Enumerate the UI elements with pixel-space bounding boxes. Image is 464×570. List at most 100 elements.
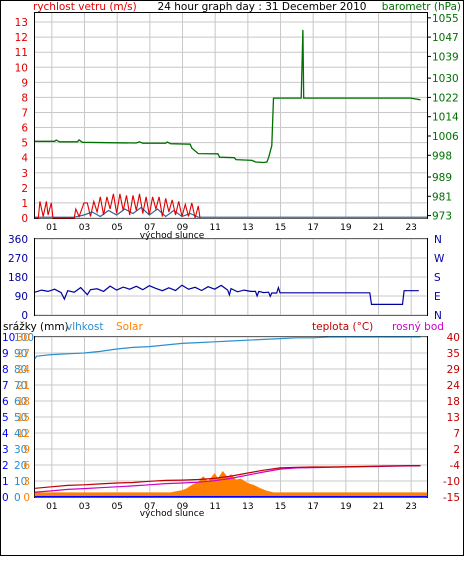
direction-tick-label: 180 [8,272,28,284]
compass-tick-label: N [434,234,442,246]
temperature-tick-label: -15 [443,492,460,504]
humidity-tick-label: 20 [14,460,27,472]
x-tick-label: 11 [209,223,220,233]
x-tick-label: 09 [177,223,189,233]
x-tick-label: 09 [177,502,189,512]
direction-tick-label: 90 [15,291,28,303]
barometer-tick-label: 1022 [432,92,459,104]
temperature-tick-label: 7 [453,428,460,440]
wind-direction-line [34,284,419,305]
panel1-grid [35,13,427,219]
x-tick-label: 17 [307,502,318,512]
temperature-tick-label: 2 [453,444,460,456]
barometer-tick-label: 981 [432,191,452,203]
x-tick-label: 21 [373,502,384,512]
temperature-tick-label: 18 [447,396,460,408]
solar-tick-label: 3 [23,476,30,488]
compass-tick-label: N [434,310,442,322]
solar-tick-label: 30 [17,332,30,344]
compass-tick-label: S [434,272,441,284]
x-tick-label: 01 [46,223,57,233]
temperature-tick-label: 35 [447,348,460,360]
solar-tick-label: 27 [17,348,30,360]
x-tick-label: 01 [46,502,57,512]
humidity-tick-label: 30 [14,444,27,456]
x-tick-label: 03 [79,223,90,233]
solar-tick-label: 15 [17,412,30,424]
rain-tick-label: 5 [2,412,9,424]
x-tick-label: 19 [340,223,352,233]
humidity-tick-label: 50 [14,412,27,424]
temperature-tick-label: 24 [447,380,461,392]
x-tick-label: 23 [405,502,416,512]
panel2-grid [35,238,427,316]
rain-tick-label: 2 [2,460,9,472]
dewpoint-axis-label: rosný bod [392,321,444,333]
barometer-tick-label: 1030 [432,73,459,85]
humidity-tick-label: 70 [14,380,27,392]
barometer-tick-label: 1006 [432,131,459,143]
barometer-tick-label: 1014 [432,112,459,124]
wind-average-line [35,206,427,218]
solar-tick-label: 18 [17,396,30,408]
x-tick-label: 05 [111,223,122,233]
humidity-tick-label: 80 [14,364,27,376]
rain-tick-label: 6 [2,396,9,408]
compass-tick-label: E [434,291,441,303]
solar-area [34,470,428,498]
temperature-axis-label: teplota (°C) [312,321,373,333]
wind-tick-label: 5 [21,138,28,150]
solar-tick-label: 24 [17,364,31,376]
wind-speed-line [35,193,201,219]
rain-tick-label: 1 [2,476,9,488]
x-tick-label: 21 [373,223,384,233]
solar-axis-label: Solar [116,321,143,333]
barometer-tick-label: 1055 [432,13,459,25]
rain-tick-label: 7 [2,380,9,392]
x-tick-label: 05 [111,502,122,512]
x-tick-label: 13 [242,223,253,233]
rain-tick-label: 10 [2,332,15,344]
barometer-line [35,29,421,164]
solar-tick-label: 0 [23,492,30,504]
rain-tick-label: 8 [2,364,9,376]
humidity-line [34,336,421,359]
wind-tick-label: 2 [21,183,28,195]
humidity-tick-label: 60 [14,396,27,408]
humidity-tick-label: 0 [14,492,21,504]
x-tick-label: 13 [242,502,253,512]
x-tick-label: 07 [144,502,155,512]
panel3-series [34,336,428,498]
chart-title: 24 hour graph day : 31 December 2010 [158,1,367,13]
rain-tick-label: 4 [2,428,9,440]
wind-tick-label: 11 [15,47,28,59]
temperature-tick-label: -10 [443,476,460,488]
x-tick-label: 07 [144,223,155,233]
wind-tick-label: 9 [21,77,28,89]
wind-tick-label: 3 [21,168,28,180]
wind-tick-label: 1 [21,198,28,210]
panel1-axis-ticks: 01 03 05 07 09 11 13 15 17 19 21 231312111098765432… [15,13,459,233]
humidity-tick-label: 40 [14,428,27,440]
wind-tick-label: 7 [21,107,28,119]
barometer-tick-label: 1039 [432,51,459,63]
barometer-axis-label: barometr (hPa) [382,1,461,13]
direction-tick-label: 360 [8,234,28,246]
panel3-grid [35,336,427,498]
wind-tick-label: 12 [15,32,28,44]
temperature-tick-label: 40 [447,332,460,344]
humidity-tick-label: 100 [14,332,34,344]
direction-tick-label: 0 [21,310,28,322]
temperature-tick-label: 29 [447,364,460,376]
humidity-tick-label: 10 [14,476,27,488]
wind-tick-label: 6 [21,123,28,135]
wind-tick-label: 4 [21,153,28,165]
outer-frame [0,0,464,556]
rain-axis-label: srážky (mm) [3,321,69,333]
temperature-tick-label: -4 [450,460,461,472]
wind-axis-label: rychlost vetru (m/s) [33,1,137,13]
solar-tick-label: 12 [17,428,30,440]
